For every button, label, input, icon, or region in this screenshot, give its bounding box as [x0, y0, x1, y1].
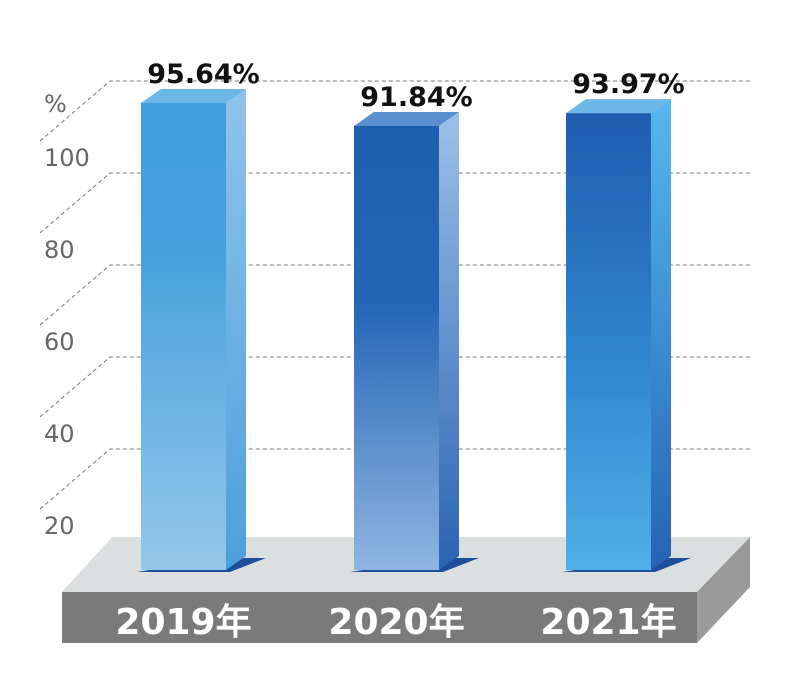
bar-side: [651, 99, 671, 570]
bar-top: [566, 99, 671, 114]
data-label: 93.97%: [572, 69, 684, 100]
gridline: [39, 80, 750, 142]
bar-front-2021年: [566, 113, 651, 570]
labels: % 100 80 60 40 20 95.64% 2019年 91.84% 2020年 93.97%…: [44, 59, 685, 643]
y-tick-label: 60: [44, 328, 75, 356]
grid: [39, 80, 750, 510]
gridline: [39, 448, 750, 510]
x-tick-label: 2021年: [540, 602, 676, 643]
bar-front-2019年: [141, 103, 226, 570]
bar-side: [439, 111, 459, 571]
y-tick-label: 80: [44, 236, 75, 264]
x-tick-label: 2020年: [328, 602, 464, 643]
bar-front-2020年: [354, 125, 439, 571]
y-tick-label: 40: [44, 420, 75, 448]
floor-front: [62, 592, 697, 643]
floor-side: [697, 537, 750, 643]
y-tick-label: 20: [44, 512, 75, 540]
y-axis-unit: %: [44, 90, 67, 118]
gridline: [39, 172, 750, 234]
gridline: [39, 264, 750, 326]
bars: [137, 89, 691, 572]
x-tick-label: 2019年: [115, 602, 251, 643]
y-tick-label: 100: [44, 144, 90, 172]
bar-top: [141, 89, 246, 103]
data-label: 91.84%: [360, 82, 472, 113]
bar-side: [226, 89, 246, 570]
data-label: 95.64%: [147, 59, 259, 90]
bar-top: [354, 111, 459, 126]
gridline: [39, 356, 750, 418]
